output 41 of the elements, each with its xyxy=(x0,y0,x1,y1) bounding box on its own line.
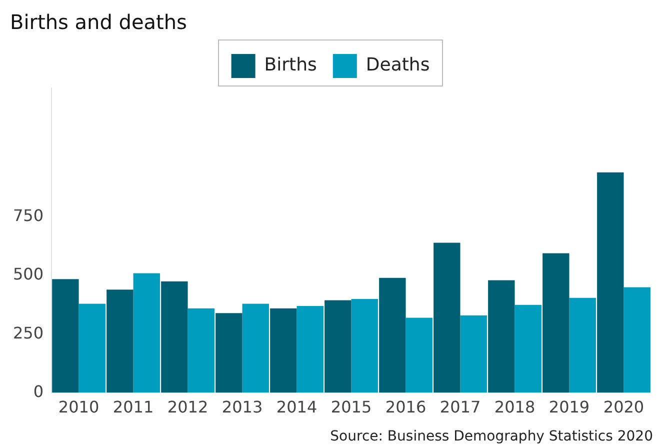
bar xyxy=(488,280,515,393)
bar xyxy=(624,287,650,393)
bar xyxy=(351,299,378,393)
x-tick-label: 2014 xyxy=(276,398,318,417)
bar xyxy=(188,308,214,393)
x-tick-label: 2013 xyxy=(222,398,263,417)
bar xyxy=(324,300,352,393)
y-tick-label: 500 xyxy=(12,264,44,284)
bar xyxy=(216,313,242,393)
x-tick-label: 2015 xyxy=(330,398,372,417)
bar xyxy=(597,172,624,393)
y-tick-label: 250 xyxy=(12,323,44,342)
bar xyxy=(434,242,460,393)
bar xyxy=(406,318,432,393)
bar xyxy=(242,304,269,393)
source-note: Source: Business Demography Statistics 2020 xyxy=(330,428,653,445)
x-tick-label: 2016 xyxy=(385,398,426,417)
bar xyxy=(569,298,596,393)
bar xyxy=(296,306,324,393)
bar xyxy=(270,308,297,393)
bar xyxy=(52,279,79,393)
bar xyxy=(133,273,160,393)
y-tick-label: 0 xyxy=(33,382,44,401)
y-tick-label: 750 xyxy=(12,206,44,226)
legend-label: Deaths xyxy=(366,54,430,76)
x-tick-label: 2012 xyxy=(167,398,208,417)
bar xyxy=(379,278,406,393)
bar xyxy=(106,290,134,393)
x-tick-label: 2017 xyxy=(440,398,481,417)
x-tick-label: 2018 xyxy=(494,398,536,417)
bar xyxy=(161,281,188,393)
x-tick-label: 2010 xyxy=(58,398,100,417)
legend-label: Births xyxy=(264,54,317,76)
x-tick-label: 2011 xyxy=(112,398,154,417)
chart-title: Births and deaths xyxy=(10,10,187,34)
bar xyxy=(514,304,542,393)
bar xyxy=(460,315,487,393)
bar xyxy=(78,304,106,393)
x-tick-label: 2019 xyxy=(548,398,590,417)
x-tick-label: 2020 xyxy=(603,398,644,417)
bar xyxy=(542,253,570,393)
